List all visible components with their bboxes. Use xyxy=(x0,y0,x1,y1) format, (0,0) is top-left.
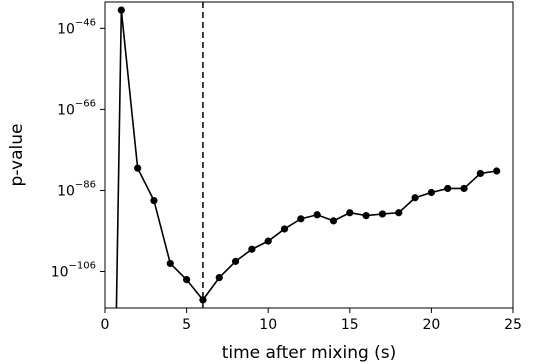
y-tick-label: 10−46 xyxy=(57,17,96,37)
data-point xyxy=(460,184,468,193)
y-tick-label: 10−86 xyxy=(57,179,96,199)
data-point xyxy=(411,194,419,202)
x-axis-label: time after mixing (s) xyxy=(222,343,397,363)
data-point xyxy=(280,225,289,233)
data-point xyxy=(476,169,484,178)
y-tick-label: 10−66 xyxy=(57,98,96,118)
data-point xyxy=(493,167,501,175)
plot-area xyxy=(104,1,514,309)
x-tick-label: 25 xyxy=(504,317,522,333)
y-axis: 10−46 10−66 10−86 10−106 xyxy=(51,17,105,281)
data-point xyxy=(395,209,403,217)
data-point xyxy=(134,164,142,172)
y-tick-label: 10−106 xyxy=(51,261,96,281)
data-point xyxy=(378,210,387,218)
x-tick-label: 10 xyxy=(259,317,277,333)
data-point xyxy=(297,215,305,223)
x-tick-label: 20 xyxy=(422,317,440,333)
data-point xyxy=(248,245,256,253)
data-point xyxy=(117,6,125,14)
data-point xyxy=(150,196,158,205)
data-point xyxy=(215,274,223,282)
data-point xyxy=(231,257,240,265)
plot-frame xyxy=(104,1,514,309)
data-point xyxy=(183,276,191,284)
data-point xyxy=(444,184,452,193)
data-point xyxy=(427,188,435,197)
x-axis: 0 5 10 15 20 25 xyxy=(101,308,522,333)
data-point xyxy=(313,211,321,219)
data-point xyxy=(329,217,338,225)
x-tick-label: 0 xyxy=(101,317,110,333)
x-tick-label: 5 xyxy=(182,317,191,333)
data-point xyxy=(346,209,354,217)
data-point xyxy=(199,296,207,304)
data-point xyxy=(362,211,370,220)
y-axis-label: p-value xyxy=(7,124,27,187)
plot-content xyxy=(115,2,501,308)
x-tick-label: 15 xyxy=(341,317,359,333)
data-point xyxy=(166,259,174,268)
data-point xyxy=(264,237,272,245)
